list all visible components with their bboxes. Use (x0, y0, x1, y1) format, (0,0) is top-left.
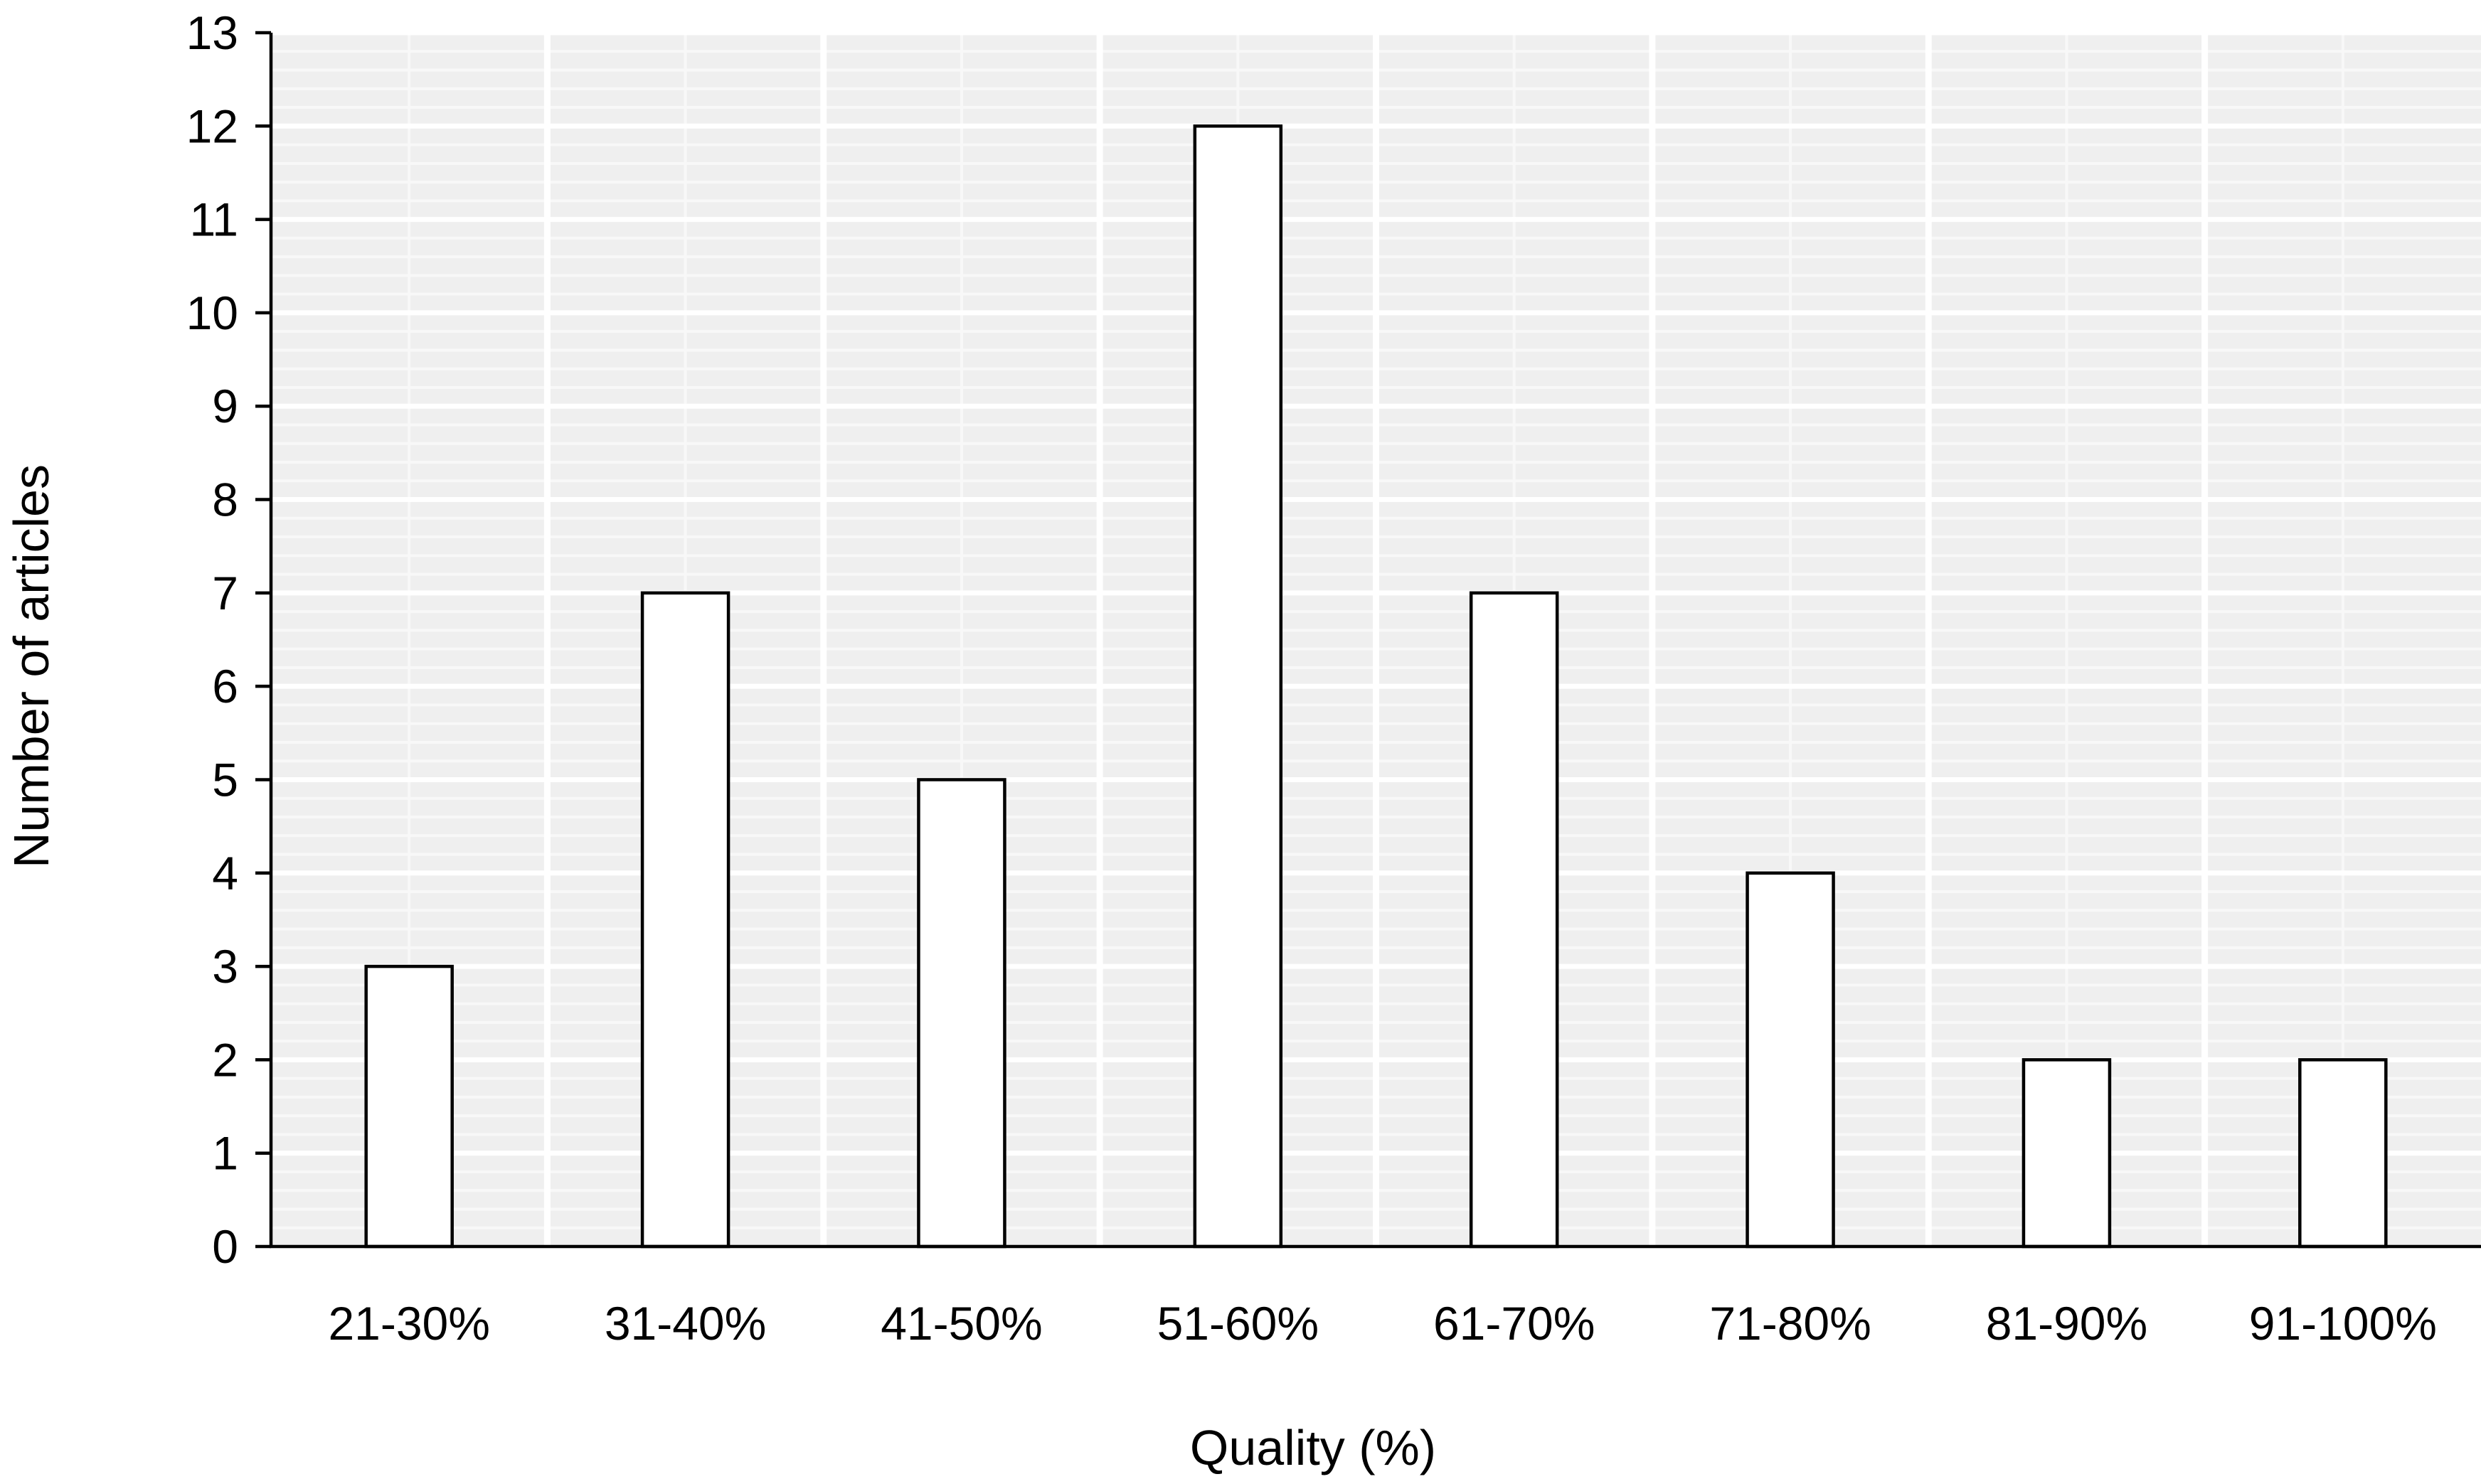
y-tick-label: 6 (212, 660, 238, 712)
y-tick-label: 8 (212, 474, 238, 526)
y-tick-label: 9 (212, 380, 238, 432)
x-tick-label: 91-100% (2249, 1297, 2437, 1350)
y-tick-label: 10 (186, 287, 238, 339)
y-tick-label: 3 (212, 940, 238, 993)
x-tick-label: 51-60% (1157, 1297, 1319, 1350)
y-tick-label: 7 (212, 567, 238, 619)
y-tick-label: 12 (186, 100, 238, 152)
x-tick-label: 41-50% (881, 1297, 1043, 1350)
bar-91-100% (2298, 1058, 2388, 1249)
bars (364, 124, 2388, 1249)
y-tick-label: 11 (189, 193, 238, 246)
x-tick-label: 31-40% (605, 1297, 767, 1350)
bar-71-80% (1746, 871, 1835, 1249)
x-tick-label: 81-90% (1986, 1297, 2148, 1350)
bar-51-60% (1193, 124, 1283, 1249)
x-tick-label: 71-80% (1709, 1297, 1871, 1350)
bar-31-40% (640, 591, 731, 1249)
y-tick-label: 13 (186, 6, 238, 59)
bar-21-30% (364, 964, 454, 1249)
x-axis-title: Quality (%) (1190, 1420, 1436, 1475)
y-tick-label: 1 (212, 1127, 238, 1180)
y-tick-label: 5 (212, 753, 238, 806)
x-tick-label: 61-70% (1433, 1297, 1595, 1350)
y-tick-label: 0 (212, 1220, 238, 1273)
x-tick-label: 21-30% (328, 1297, 490, 1350)
x-tick-labels: 21-30% 31-40% 41-50% 51-60% 61-70% 71-80% 81-9… (328, 1297, 2436, 1350)
bar-61-70% (1469, 591, 1559, 1249)
y-tick-label: 2 (212, 1033, 238, 1086)
y-tick-label: 4 (212, 847, 238, 900)
bar-81-90% (2022, 1058, 2112, 1249)
axes (255, 31, 2481, 1249)
y-axis-title: Number of articles (4, 464, 59, 868)
gridlines (271, 30, 2481, 1247)
bar-41-50% (917, 778, 1006, 1249)
